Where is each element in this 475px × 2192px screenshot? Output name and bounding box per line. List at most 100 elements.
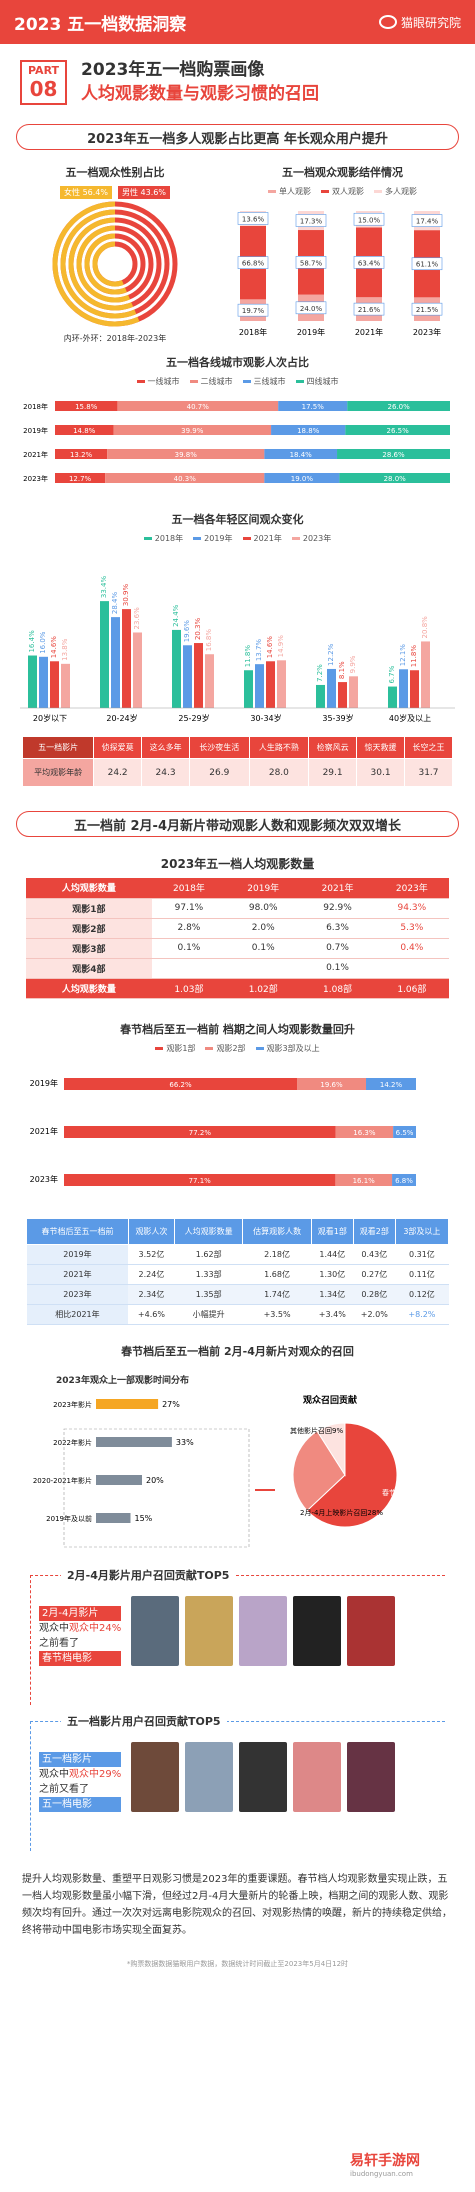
top5-spring-line2: 观众中24% <box>69 1622 122 1634</box>
city-bar <box>347 401 450 411</box>
stat-head: 估算观影人数 <box>242 1217 312 1245</box>
spring-value: 14.2% <box>380 1081 403 1089</box>
recall-cat: 2020-2021年影片 <box>33 1476 92 1485</box>
per-cell: 2021年 <box>300 878 375 899</box>
legend-double: 双人观影 <box>321 186 364 197</box>
age-bar <box>421 641 430 708</box>
poster-6 <box>131 1741 179 1812</box>
age-value: 16.4% <box>28 630 36 653</box>
per-cell: 人均观影数量 <box>26 978 152 999</box>
spring-value: 6.8% <box>395 1177 413 1185</box>
spring-year: 2023年 <box>30 1174 58 1184</box>
gender-ring-female <box>68 217 134 311</box>
top5-spring-text: 2月-4月影片 观众中观众中24% 之前看了 春节档电影 <box>39 1605 122 1666</box>
stat-cell: 0.43亿 <box>353 1244 396 1265</box>
age-bar <box>100 601 109 708</box>
city-bar <box>107 449 265 459</box>
age-value: 13.8% <box>61 638 69 661</box>
age-value: 11.8% <box>244 645 252 668</box>
stat-cell: +4.6% <box>128 1304 175 1325</box>
structure-label: 21.6% <box>358 306 381 314</box>
movie-age-value: 24.3 <box>141 758 191 787</box>
per-cell: 0.1% <box>300 958 375 979</box>
stat-head: 观看1部 <box>310 1217 354 1245</box>
structure-label: 66.8% <box>242 260 265 268</box>
poster-7 <box>185 1741 233 1812</box>
top5-mayday: 五一档影片用户召回贡献TOP5 五一档影片 观众中观众中29% 之前又看了 五一… <box>30 1712 445 1851</box>
gender-ring-female <box>60 209 137 319</box>
recall-bar <box>96 1398 159 1409</box>
recall-cat: 2023年影片 <box>53 1400 92 1409</box>
recall-value: 27% <box>162 1400 180 1409</box>
top5-mayday-line4: 五一档电影 <box>39 1796 122 1812</box>
structure-year: 2021年 <box>355 327 383 337</box>
part-label: PART <box>28 63 60 77</box>
spring-legend: 观影1部 观影2部 观影3部及以上 <box>0 1043 475 1054</box>
per-cell: 观影4部 <box>26 958 152 979</box>
stat-cell: 0.27亿 <box>353 1264 396 1285</box>
age-title: 五一档各年轻区间观众变化 <box>171 513 304 526</box>
structure-year: 2018年 <box>239 327 267 337</box>
age-bar <box>172 629 181 708</box>
movie-age-head: 长沙夜生活 <box>189 736 250 759</box>
movie-age-table: 五一档影片 侦探爱莫 这么多年 长沙夜生活 人生路不熟 检察风云 惊天救援 长空之王 平均观影… <box>21 736 453 787</box>
pie-spring <box>306 1421 398 1527</box>
age-value: 14.6% <box>50 636 58 659</box>
top5-spring-line1: 2月-4月影片 <box>39 1605 122 1621</box>
per-cell: 2023年 <box>374 878 449 899</box>
structure-label-bg <box>237 303 269 317</box>
city-value: 17.5% <box>302 403 325 411</box>
per-cell: 2.0% <box>226 918 301 939</box>
age-bar <box>205 654 214 708</box>
section-banner-1: 2023年五一档多人观影占比更高 年长观众用户提升 <box>16 124 459 150</box>
per-cell: 98.0% <box>226 898 301 919</box>
per-cell: 观影1部 <box>26 898 152 919</box>
structure-label-bg <box>295 214 327 227</box>
recall-highlight-box <box>63 1428 250 1547</box>
age-value: 14.6% <box>266 636 274 659</box>
legend-2021: 2021年 <box>242 533 282 544</box>
recall-bar <box>96 1436 172 1447</box>
age-group: 40岁及以上 <box>389 713 431 723</box>
city-bar <box>271 425 346 435</box>
structure-label-bg <box>353 212 385 226</box>
poster-5 <box>347 1595 395 1666</box>
spring-bar <box>64 1077 298 1090</box>
header-title: 2023 五一档数据洞察 <box>14 14 187 35</box>
stat-cell: 1.35部 <box>174 1284 243 1305</box>
top5-spring-title: 2月-4月影片用户召回贡献TOP5 <box>61 1566 236 1583</box>
recall-chart: 2023年影片 27% 2022年影片 33% 2020-2021年影片 20% 2019年… <box>33 1394 447 1547</box>
age-bar <box>399 669 408 708</box>
city-bar <box>339 473 450 483</box>
watermark: 易轩手游网 ibudongyuan.com <box>350 2150 420 2178</box>
pie-other <box>316 1421 346 1477</box>
per-cell: 2018年 <box>151 878 227 899</box>
stat-cell: +3.4% <box>311 1304 354 1325</box>
city-value: 18.8% <box>297 427 320 435</box>
structure-label-bg <box>353 256 385 269</box>
brand-name: 猫眼研究院 <box>400 15 461 30</box>
stat-head: 人均观影数量 <box>173 1217 244 1245</box>
gender-female-label: 女性 56.4% <box>60 186 112 199</box>
age-bar <box>349 676 358 708</box>
spring-year: 2021年 <box>30 1126 58 1136</box>
structure-chart: 五一档观众观影结伴情况 单人观影 双人观影 多人观影 19.7% 66.8% 13.… <box>220 158 465 348</box>
poster-4 <box>293 1595 341 1666</box>
recall-bar <box>96 1474 142 1485</box>
spring-bar <box>64 1125 336 1138</box>
legend-two: 观影2部 <box>205 1043 246 1054</box>
age-bar <box>338 682 347 708</box>
age-value: 20.8% <box>421 616 429 639</box>
age-bar <box>122 609 131 708</box>
age-value: 12.1% <box>399 644 407 667</box>
city-bar <box>113 425 272 435</box>
structure-label-bg <box>295 301 327 315</box>
structure-title: 五一档观众观影结伴情况 <box>282 166 403 179</box>
structure-label-bg <box>295 256 327 269</box>
stat-table: 春节档后至五一档前 观影人次 人均观影数量 估算观影人数 观看1部 观看2部 3部及以上 20… <box>26 1217 450 1325</box>
brand-logo: 猫眼研究院 <box>378 14 461 31</box>
city-bar <box>55 449 108 459</box>
per-cell <box>151 958 227 979</box>
header: 2023 五一档数据洞察 猫眼研究院 <box>0 0 475 44</box>
